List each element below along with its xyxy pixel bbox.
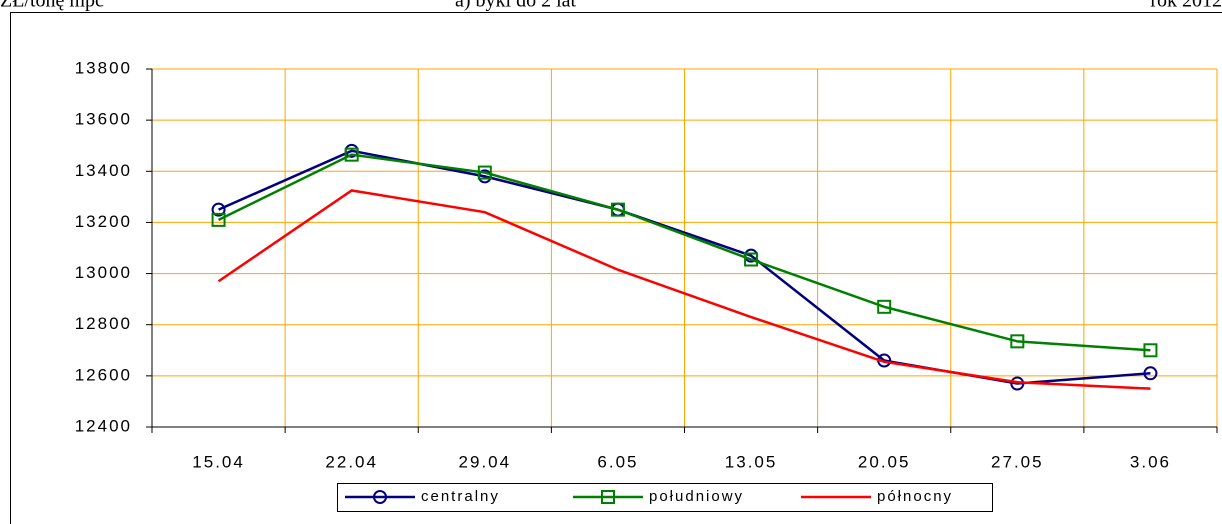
y-tick-label: 12600 (75, 365, 132, 384)
legend-label: północny (877, 488, 953, 505)
header-right: rok 2012 (1150, 0, 1222, 12)
legend-marker (601, 490, 615, 504)
header-center: a) byki do 2 lat (455, 0, 577, 12)
y-tick-label: 12800 (75, 314, 132, 333)
x-tick-label: 20.05 (858, 452, 911, 471)
y-tick-label: 12400 (75, 416, 132, 435)
legend-label: centralny (421, 488, 500, 505)
y-tick-label: 13800 (75, 58, 132, 77)
x-tick-label: 15.04 (192, 452, 245, 471)
x-tick-label: 13.05 (725, 452, 778, 471)
series-line (218, 153, 1151, 352)
marker (877, 299, 892, 314)
marker (1010, 334, 1025, 349)
marker (744, 252, 759, 267)
x-tick-label: 27.05 (991, 452, 1044, 471)
y-tick-label: 13400 (75, 161, 132, 180)
legend-marker (373, 490, 387, 504)
series-line (217, 189, 1151, 390)
header-left: ZŁ/tonę mpc (0, 0, 104, 12)
marker (1143, 343, 1158, 358)
marker (477, 165, 492, 180)
x-tick-label: 6.05 (597, 452, 638, 471)
x-tick-label: 22.04 (325, 452, 378, 471)
x-tick-label: 29.04 (459, 452, 512, 471)
marker (610, 202, 625, 217)
y-tick-label: 13600 (75, 110, 132, 129)
legend-box (337, 483, 993, 512)
marker (1143, 366, 1158, 381)
y-tick-label: 13200 (75, 212, 132, 231)
marker (344, 147, 359, 162)
x-tick-label: 3.06 (1130, 452, 1171, 471)
legend-label: południowy (649, 488, 744, 505)
marker (211, 212, 226, 227)
marker (211, 202, 226, 217)
chart-border (10, 12, 1222, 524)
y-tick-label: 13000 (75, 263, 132, 282)
